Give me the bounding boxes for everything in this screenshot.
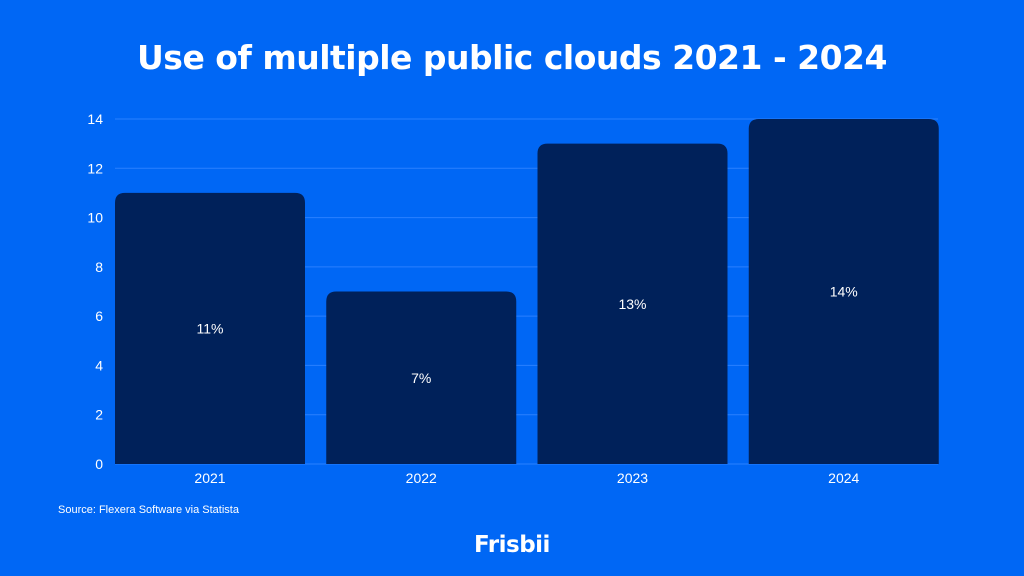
x-tick-label: 2022 (406, 470, 437, 486)
bar (115, 192, 305, 464)
data-label: 13% (618, 296, 646, 312)
data-label: 11% (197, 320, 224, 336)
y-tick-label: 14 (87, 111, 103, 127)
bar (748, 119, 939, 464)
bar (326, 291, 517, 464)
y-tick-label: 0 (95, 456, 103, 472)
y-tick-label: 12 (87, 160, 103, 176)
x-tick-label: 2021 (194, 470, 225, 486)
chart-title: Use of multiple public clouds 2021 - 202… (137, 38, 887, 77)
bar (537, 143, 728, 464)
y-tick-label: 6 (95, 308, 103, 324)
y-tick-label: 10 (87, 210, 103, 226)
x-tick-label: 2023 (617, 470, 648, 486)
data-label: 14% (830, 284, 858, 300)
x-tick-label: 2024 (828, 470, 859, 486)
y-tick-label: 8 (95, 259, 103, 275)
frisbii-logo: Frisbii (474, 532, 550, 558)
y-tick-label: 2 (95, 407, 103, 423)
data-label: 7% (411, 370, 431, 386)
y-tick-label: 4 (95, 357, 103, 373)
source-note: Source: Flexera Software via Statista (58, 504, 239, 516)
